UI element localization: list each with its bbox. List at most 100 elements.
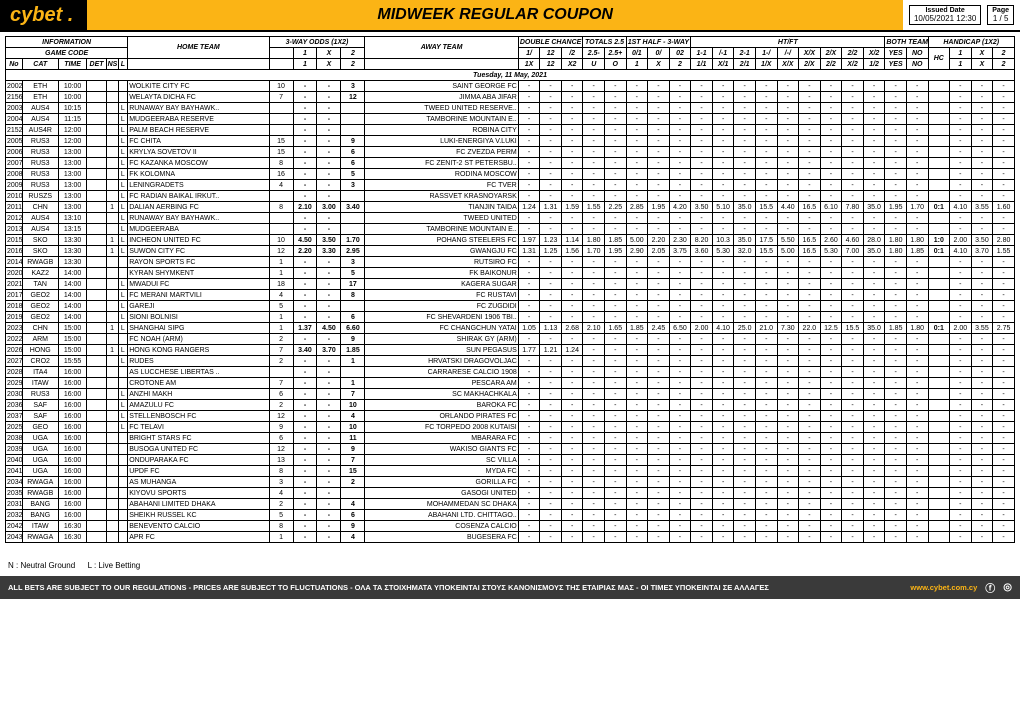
sub-hc3: 2 xyxy=(993,48,1015,59)
table-row: 2025GEO16:00LFC TELAVI9--10FC TORPEDO 20… xyxy=(6,422,1015,433)
sub-u: 2.5- xyxy=(583,48,605,59)
lm6: X xyxy=(648,59,670,70)
table-row: 2022ARM15:00FC NOAH (ARM)2--9SHIRAK GY (… xyxy=(6,334,1015,345)
sub-hc1: 1 xyxy=(950,48,972,59)
lm7: 2 xyxy=(669,59,691,70)
table-row: 2037SAF16:00LSTELLENBOSCH FC12--4ORLANDO… xyxy=(6,411,1015,422)
lm10: 2/1 xyxy=(734,59,756,70)
table-row: 2032BANG16:00SHEIKH RUSSEL KC5--6ABAHANI… xyxy=(6,510,1015,521)
sub-ht0: 1-1 xyxy=(691,48,713,59)
sub-dc0: 1/ xyxy=(518,48,540,59)
lm8: 1/1 xyxy=(691,59,713,70)
coupon-title: MIDWEEK REGULAR COUPON xyxy=(87,0,903,30)
table-row: 2031BANG16:00ABAHANI LIMITED DHAKA2--4MO… xyxy=(6,499,1015,510)
table-row: 2011CHN13:001LDALIAN AERBING FC82.103.00… xyxy=(6,202,1015,213)
lh-hc1: 1 xyxy=(950,59,972,70)
lmY: YES xyxy=(885,59,907,70)
lm9: X/1 xyxy=(712,59,734,70)
lh-away-blank xyxy=(365,59,518,70)
sub-o: 2.5+ xyxy=(605,48,627,59)
page-box: Page 1 / 5 xyxy=(987,5,1014,25)
legend-text: N : Neutral Ground L : Live Betting xyxy=(8,561,1020,570)
sub-ht7: 2/2 xyxy=(842,48,864,59)
sub-2: 2 xyxy=(341,48,365,59)
table-row: 2020KAZ214:00KYRAN SHYMKENT1--5FK BAIKON… xyxy=(6,268,1015,279)
instagram-icon[interactable]: ◎ xyxy=(1003,582,1012,593)
table-row: 2042ITAW16:30BENEVENTO CALCIO8--9COSENZA… xyxy=(6,521,1015,532)
lm1: 12 xyxy=(540,59,562,70)
facebook-icon[interactable]: ⓕ xyxy=(985,580,995,595)
lm4: O xyxy=(605,59,627,70)
lm16: 1/2 xyxy=(863,59,885,70)
table-row: 2013AUS413:15LMUDGEERABA--TAMBORINE MOUN… xyxy=(6,224,1015,235)
sub-hc0: HC xyxy=(928,48,950,70)
table-row: 2003AUS410:15LRUNAWAY BAY BAYHAWK..--TWE… xyxy=(6,103,1015,114)
lh-1: 1 xyxy=(293,59,317,70)
table-row: 2016SKO13:301LSUWON CITY FC122.203.302.9… xyxy=(6,246,1015,257)
hdr-btts: BOTH TEAMS TO SCORE xyxy=(885,37,928,48)
table-row: 2021TAN14:00LMWADUI FC18--17KAGERA SUGAR… xyxy=(6,279,1015,290)
sub-1h0: 0/1 xyxy=(626,48,648,59)
header-meta: Issued Date 10/05/2021 12:30 Page 1 / 5 xyxy=(903,0,1020,30)
sub-hc2: X xyxy=(971,48,993,59)
sub-ht8: X/2 xyxy=(863,48,885,59)
sub-dc2: /2 xyxy=(561,48,583,59)
top-bar: cybet . MIDWEEK REGULAR COUPON Issued Da… xyxy=(0,0,1020,32)
table-row: 2012AUS413:10LRUNAWAY BAY BAYHAWK..--TWE… xyxy=(6,213,1015,224)
table-row: 2034RWAGA16:00AS MUHANGA3--2GORILLA FC--… xyxy=(6,477,1015,488)
lh-cat: CAT xyxy=(22,59,58,70)
sub-ht4: /-/ xyxy=(777,48,799,59)
sub-ht5: X/X xyxy=(799,48,821,59)
header-groups-row: INFORMATION HOME TEAM 3-WAY ODDS (1X2) A… xyxy=(6,37,1015,48)
sub-ht1: /-1 xyxy=(712,48,734,59)
lh-x: X xyxy=(317,59,341,70)
table-row: 2036SAF16:00LAMAZULU FC2--10BAROKA FC---… xyxy=(6,400,1015,411)
sub-ht6: 2/X xyxy=(820,48,842,59)
table-row: 2043RWAGA16:30APR FC1--4BUGESERA FC-----… xyxy=(6,532,1015,543)
footer-bar: ALL BETS ARE SUBJECT TO OUR REGULATIONS … xyxy=(0,576,1020,599)
table-row: 2019GEO214:00LSIONI BOLNISI1--6FC SHEVAR… xyxy=(6,312,1015,323)
lh-o0 xyxy=(269,59,293,70)
table-row: 2018GEO214:00LGAREJI5--FC ZUGDIDI-------… xyxy=(6,301,1015,312)
lm5: 1 xyxy=(626,59,648,70)
lm11: 1/X xyxy=(755,59,777,70)
lh-home-blank xyxy=(128,59,269,70)
table-row: 2008RUS313:00LFK KOLOMNA16--5RODINA MOSC… xyxy=(6,169,1015,180)
sub-1: 1 xyxy=(293,48,317,59)
table-row: 2156ETH10:00WELAYTA DICHA FC7--12JIMMA A… xyxy=(6,92,1015,103)
table-row: 2002ETH10:00WOLKITE CITY FC10--3SAINT GE… xyxy=(6,81,1015,92)
sub-1h1: 0/ xyxy=(648,48,670,59)
hdr-1sthalf: 1ST HALF - 3-WAY xyxy=(626,37,691,48)
date-heading: Tuesday, 11 May, 2021 xyxy=(6,70,1015,81)
lh-l: L xyxy=(118,59,128,70)
hdr-away-team: AWAY TEAM xyxy=(365,37,518,59)
brand-logo: cybet . xyxy=(0,0,87,30)
table-row: 2040UGA16:00ONDUPARAKA FC13--7SC VILLA--… xyxy=(6,455,1015,466)
hdr-3way: 3-WAY ODDS (1X2) xyxy=(269,37,365,48)
sub-ht2: 2-1 xyxy=(734,48,756,59)
sub-bt0: YES xyxy=(885,48,907,59)
lm0: 1X xyxy=(518,59,540,70)
table-row: 2041UGA16:00UPDF FC8--15MYDA FC---------… xyxy=(6,466,1015,477)
s1 xyxy=(269,48,293,59)
table-row: 2039UGA16:00BUSOGA UNITED FC12--9WAKISO … xyxy=(6,444,1015,455)
sub-1h2: 02 xyxy=(669,48,691,59)
footer-url: www.cybet.com.cy xyxy=(910,583,977,592)
table-row: 2009RUS313:00LLENINGRADETS4--3FC TVER---… xyxy=(6,180,1015,191)
header-sub-row2: No CAT TIME DET NS L 1 X 2 1X 12 X2 U O … xyxy=(6,59,1015,70)
lh-hc2: X xyxy=(971,59,993,70)
lm12: X/X xyxy=(777,59,799,70)
sub-x: X xyxy=(317,48,341,59)
table-row: 2038UGA16:00BRIGHT STARS FC6--11MBARARA … xyxy=(6,433,1015,444)
hdr-information: INFORMATION xyxy=(6,37,128,48)
table-row: 2004AUS411:15LMUDGEERABA RESERVE--TAMBOR… xyxy=(6,114,1015,125)
issued-label: Issued Date xyxy=(925,7,964,14)
brand-text: cybet xyxy=(10,4,62,27)
table-row: 2006RUS313:00LKRYLYA SOVETOV II15--6FC Z… xyxy=(6,147,1015,158)
table-row: 2030RUS316:00LANZHI MAKH6--7SC MAKHACHKA… xyxy=(6,389,1015,400)
table-row: 2029ITAW16:00CROTONE AM7--1PESCARA AM---… xyxy=(6,378,1015,389)
coupon-table: INFORMATION HOME TEAM 3-WAY ODDS (1X2) A… xyxy=(5,36,1015,543)
lh-hc3: 2 xyxy=(993,59,1015,70)
issued-date-box: Issued Date 10/05/2021 12:30 xyxy=(909,5,981,25)
sub-dc1: 12 xyxy=(540,48,562,59)
